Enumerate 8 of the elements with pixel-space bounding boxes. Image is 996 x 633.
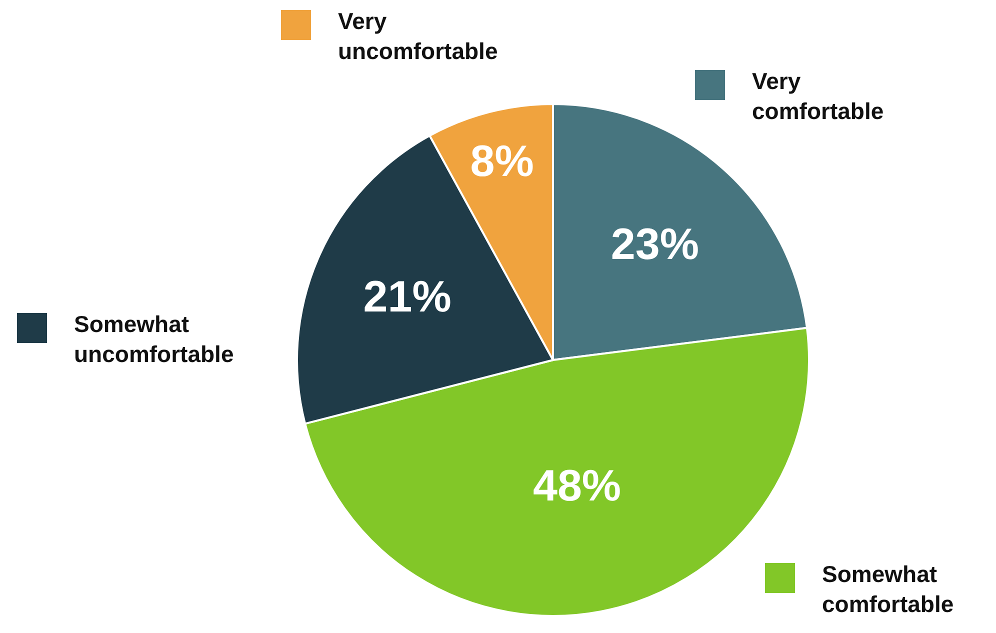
legend-label: Somewhat comfortable [822, 561, 954, 617]
data-label: 23% [610, 220, 699, 269]
data-label: 21% [363, 272, 452, 322]
data-label: 48% [532, 461, 622, 510]
legend-label: Very uncomfortable [338, 8, 498, 64]
legend-label: Somewhat uncomfortable [74, 311, 234, 367]
data-label: 8% [470, 136, 534, 186]
legend-label: Very comfortable [752, 68, 884, 124]
